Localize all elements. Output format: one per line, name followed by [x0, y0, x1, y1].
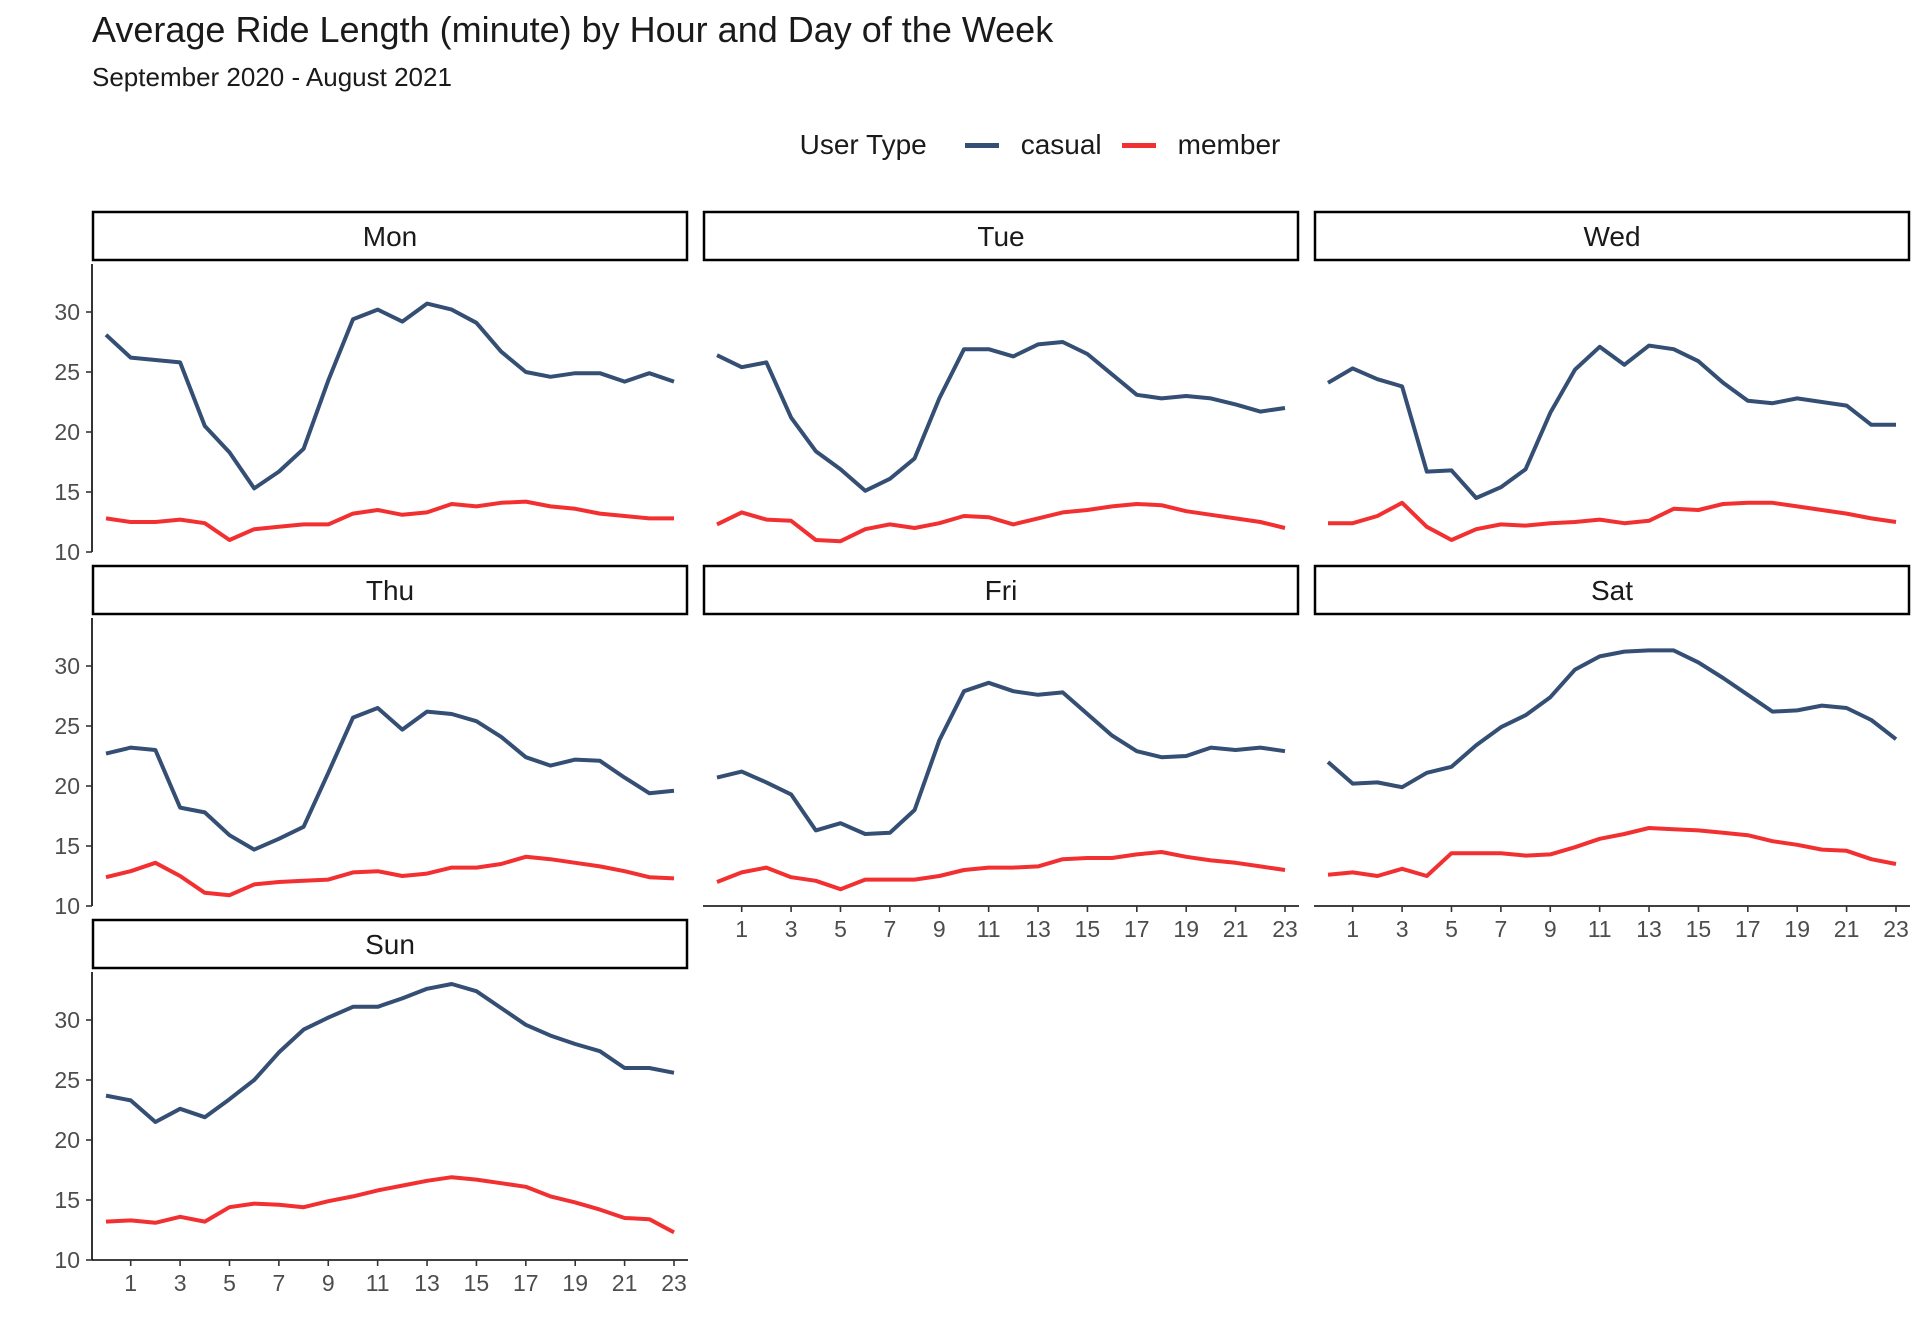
facet-label-mon: Mon	[363, 221, 417, 252]
x-tick-label: 23	[1883, 916, 1909, 942]
facet-label-fri: Fri	[985, 575, 1018, 606]
x-tick-label: 23	[661, 1270, 687, 1296]
legend-label-casual: casual	[1020, 129, 1102, 160]
x-tick-label: 13	[414, 1270, 440, 1296]
series-line-member-sat	[1327, 826, 1897, 878]
y-tick-label: 20	[54, 773, 80, 799]
x-tick-label: 7	[883, 916, 896, 942]
facet-strip-tue	[702, 210, 1300, 262]
x-tick-label: 19	[1784, 916, 1810, 942]
facet-strip-sat	[1313, 564, 1911, 616]
x-tick-label: 13	[1025, 916, 1051, 942]
panel-thu: Thu 10 15 20 25 30	[54, 564, 689, 919]
y-tick-label: 30	[54, 653, 80, 679]
x-tick-label: 21	[1223, 916, 1249, 942]
x-tick-label: 11	[366, 1270, 390, 1296]
panel-tue: Tue	[702, 210, 1300, 544]
y-tick-label: 15	[54, 1187, 80, 1213]
x-tick-label: 13	[1636, 916, 1662, 942]
series-line-member-mon	[105, 499, 674, 542]
facet-label-sat: Sat	[1591, 575, 1633, 606]
facet-label-wed: Wed	[1583, 221, 1640, 252]
chart-subtitle: September 2020 - August 2021	[92, 62, 452, 92]
y-tick-label: 15	[54, 479, 80, 505]
facet-label-sun: Sun	[365, 929, 415, 960]
x-tick-label: 17	[1735, 916, 1761, 942]
facet-label-thu: Thu	[366, 575, 414, 606]
x-tick-label: 21	[612, 1270, 638, 1296]
panel-wed: Wed	[1313, 210, 1911, 542]
series-line-member-thu	[105, 854, 675, 898]
chart-title: Average Ride Length (minute) by Hour and…	[92, 9, 1054, 50]
facet-strip-thu	[91, 564, 689, 616]
x-tick-label: 11	[977, 916, 1001, 942]
facet-strip-sun	[91, 918, 689, 970]
y-tick-label: 15	[54, 833, 80, 859]
x-tick-label: 15	[1686, 916, 1712, 942]
series-line-casual-mon	[104, 301, 675, 491]
x-tick-label: 3	[174, 1270, 187, 1296]
series-line-casual-sat	[1326, 648, 1898, 790]
x-tick-label: 3	[785, 916, 798, 942]
x-tick-label: 11	[1588, 916, 1612, 942]
x-tick-label: 19	[562, 1270, 588, 1296]
y-tick-label: 30	[54, 1007, 80, 1033]
x-tick-label: 7	[1494, 916, 1507, 942]
series-line-casual-tue	[716, 340, 1286, 493]
series-line-member-wed	[1328, 500, 1897, 542]
x-tick-label: 15	[1075, 916, 1101, 942]
x-tick-label: 15	[464, 1270, 490, 1296]
x-tick-label: 17	[513, 1270, 539, 1296]
y-tick-label: 25	[54, 713, 80, 739]
series-line-member-tue	[716, 502, 1286, 544]
panel-mon: Mon 10 15 20 25 30	[54, 210, 689, 565]
series-line-casual-fri	[716, 680, 1286, 836]
facet-label-tue: Tue	[977, 221, 1024, 252]
y-tick-label: 25	[54, 1067, 80, 1093]
x-tick-label: 9	[1544, 916, 1557, 942]
x-tick-label: 19	[1173, 916, 1199, 942]
series-line-casual-sun	[105, 982, 675, 1124]
y-tick-label: 10	[54, 1247, 80, 1273]
x-tick-label: 3	[1396, 916, 1409, 942]
y-tick-label: 20	[54, 1127, 80, 1153]
legend-swatch-casual	[964, 142, 999, 148]
facet-strip-wed	[1313, 210, 1911, 262]
x-tick-label: 9	[322, 1270, 335, 1296]
x-tick-label: 1	[735, 916, 748, 942]
y-tick-label: 20	[54, 419, 80, 445]
x-tick-label: 1	[124, 1270, 137, 1296]
legend-item-member: member	[1121, 129, 1281, 161]
x-tick-label: 5	[223, 1270, 236, 1296]
x-tick-label: 9	[933, 916, 946, 942]
x-tick-label: 5	[834, 916, 847, 942]
x-tick-label: 1	[1346, 916, 1359, 942]
x-tick-label: 17	[1124, 916, 1150, 942]
x-tick-label: 7	[272, 1270, 285, 1296]
series-line-casual-thu	[105, 706, 675, 852]
x-tick-label: 21	[1834, 916, 1860, 942]
legend-label-member: member	[1177, 129, 1281, 160]
facet-strip-mon	[91, 210, 689, 262]
x-tick-label: 23	[1272, 916, 1298, 942]
y-tick-label: 10	[54, 893, 80, 919]
y-tick-label: 30	[54, 299, 80, 325]
legend-swatch-member	[1121, 142, 1156, 148]
legend: User Type casual member	[0, 125, 1920, 165]
legend-title: User Type	[799, 129, 927, 160]
series-line-member-sun	[105, 1175, 675, 1235]
legend-item-casual: casual	[964, 129, 1102, 161]
series-line-member-fri	[716, 850, 1286, 892]
facet-strip-fri	[702, 564, 1300, 616]
y-tick-label: 10	[54, 539, 80, 565]
series-line-casual-wed	[1326, 343, 1896, 500]
y-tick-label: 25	[54, 359, 80, 385]
x-tick-label: 5	[1445, 916, 1458, 942]
